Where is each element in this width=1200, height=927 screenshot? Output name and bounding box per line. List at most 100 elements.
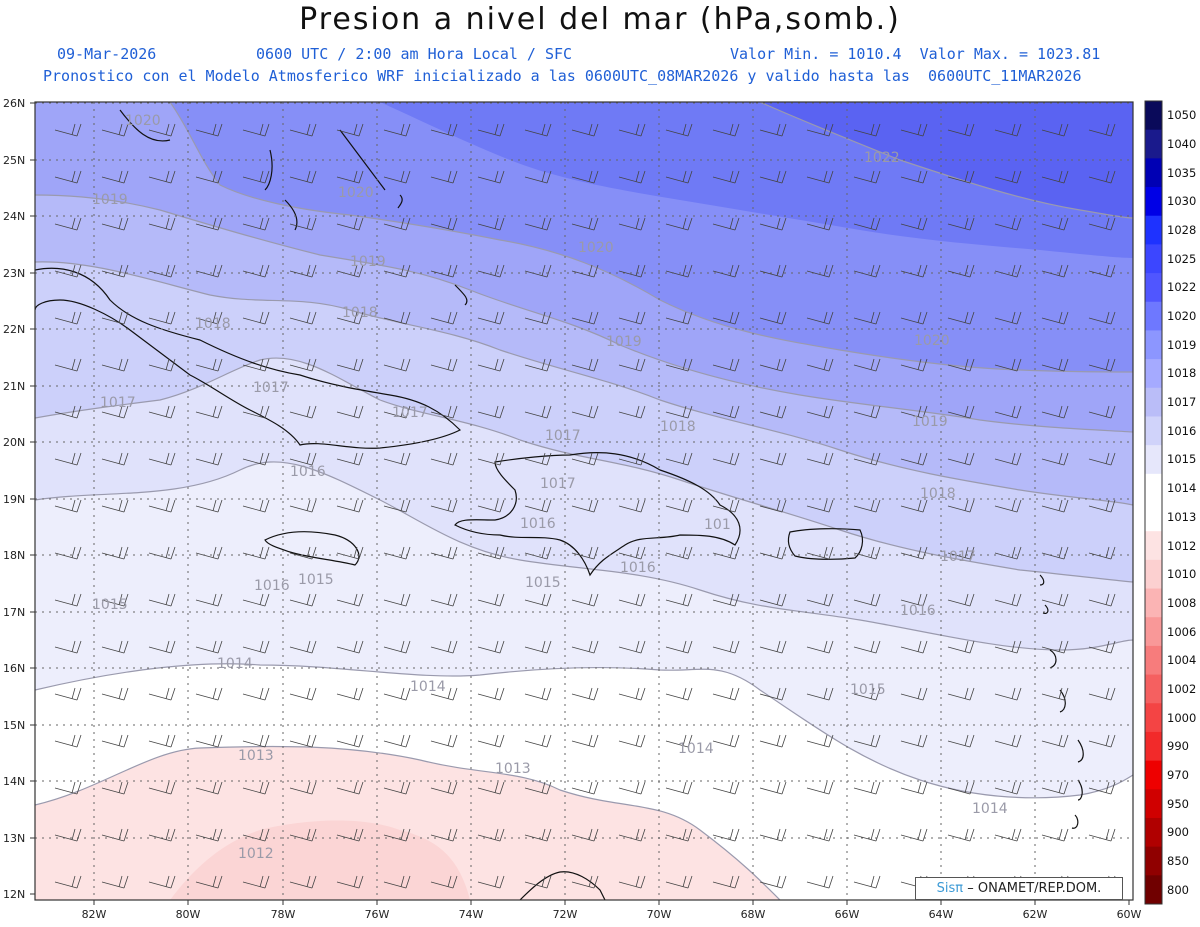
- wind-barb: [336, 875, 364, 889]
- wind-barb: [1088, 499, 1116, 513]
- wind-barb: [853, 734, 881, 748]
- wind-barb: [289, 264, 317, 278]
- colorbar-frame: [1144, 100, 1163, 905]
- wind-barb: [947, 405, 975, 419]
- wind-barb: [148, 170, 176, 184]
- lat-label: 25N: [3, 154, 25, 167]
- wind-barb: [101, 546, 129, 560]
- wind-barb: [148, 875, 176, 889]
- map-title: Presion a nivel del mar (hPa,somb.): [299, 2, 901, 37]
- contour-label: 1018: [195, 316, 231, 332]
- wind-barb: [336, 499, 364, 513]
- wind-barb: [665, 358, 693, 372]
- lat-label: 24N: [3, 210, 25, 223]
- colorbar-label: 1004: [1167, 653, 1197, 668]
- wind-barb: [242, 358, 270, 372]
- wind-barb: [853, 640, 881, 654]
- wind-barb: [947, 499, 975, 513]
- wind-barb: [477, 593, 505, 607]
- wind-barb: [477, 640, 505, 654]
- wind-barb: [336, 123, 364, 137]
- wind-barb: [759, 593, 787, 607]
- contour-label: 1015: [92, 597, 128, 613]
- wind-barb: [54, 546, 82, 560]
- wind-barb: [994, 593, 1022, 607]
- wind-barb: [1041, 405, 1069, 419]
- wind-barb: [665, 875, 693, 889]
- wind-barb: [477, 170, 505, 184]
- wind-barb: [524, 311, 552, 325]
- wind-barb: [477, 687, 505, 701]
- wind-barb: [54, 358, 82, 372]
- wind-barb: [289, 640, 317, 654]
- wind-barb: [806, 264, 834, 278]
- wind-barb: [618, 123, 646, 137]
- contour-label: 1017: [940, 549, 976, 565]
- wind-barb: [195, 781, 223, 795]
- colorbar-label: 1017: [1167, 395, 1197, 410]
- wind-barb: [383, 687, 411, 701]
- wind-barb: [712, 875, 740, 889]
- wind-barb: [665, 828, 693, 842]
- wind-barb: [712, 546, 740, 560]
- wind-barb: [336, 781, 364, 795]
- wind-barb: [665, 123, 693, 137]
- wind-barb: [336, 264, 364, 278]
- wind-barb: [242, 546, 270, 560]
- colorbar-swatch: [1145, 703, 1162, 733]
- contour-label: 1018: [660, 419, 696, 435]
- wind-barb: [148, 405, 176, 419]
- wind-barb: [477, 828, 505, 842]
- colorbar-label: 1019: [1167, 337, 1197, 352]
- wind-barb: [1088, 546, 1116, 560]
- wind-barb: [571, 123, 599, 137]
- wind-barb: [806, 405, 834, 419]
- wind-barb: [148, 217, 176, 231]
- colorbar-label: 1030: [1167, 194, 1197, 209]
- wind-barb: [947, 170, 975, 184]
- coastlines: [35, 109, 1084, 900]
- wind-barb: [947, 358, 975, 372]
- wind-barb: [54, 828, 82, 842]
- wind-barb: [665, 217, 693, 231]
- wind-barb: [430, 358, 458, 372]
- wind-barb: [947, 264, 975, 278]
- wind-barb: [1041, 593, 1069, 607]
- wind-barb: [242, 828, 270, 842]
- wind-barb: [195, 264, 223, 278]
- colorbar-label: 900: [1167, 825, 1189, 840]
- wind-barb: [524, 170, 552, 184]
- wind-barb: [383, 875, 411, 889]
- wind-barb: [806, 734, 834, 748]
- colorbar-label: 1013: [1167, 509, 1197, 524]
- lesser-antilles-coast: [1039, 574, 1084, 829]
- wind-barb: [477, 499, 505, 513]
- wind-barb: [242, 170, 270, 184]
- wind-barb: [571, 734, 599, 748]
- wind-barb: [806, 311, 834, 325]
- wind-barb: [430, 687, 458, 701]
- wind-barb: [665, 781, 693, 795]
- wind-barb: [853, 170, 881, 184]
- wind-barb: [571, 311, 599, 325]
- wind-barb: [571, 593, 599, 607]
- colorbar-label: 950: [1167, 796, 1189, 811]
- contour-label: 1012: [238, 846, 274, 862]
- wind-barb: [712, 499, 740, 513]
- wind-barb: [853, 264, 881, 278]
- colorbar-label: 1014: [1167, 481, 1197, 496]
- colorbar-swatch: [1145, 301, 1162, 331]
- contour-label: 1019: [350, 254, 386, 270]
- brand-box: Sisπ – ONAMET/REP.DOM.: [915, 877, 1123, 900]
- wind-barb: [477, 358, 505, 372]
- wind-barb: [242, 123, 270, 137]
- wind-barb: [242, 311, 270, 325]
- lon-label: 64W: [929, 908, 954, 921]
- wind-barb: [994, 687, 1022, 701]
- lat-label: 15N: [3, 719, 25, 732]
- contour-label: 1020: [125, 113, 161, 129]
- wind-barb: [994, 170, 1022, 184]
- colorbar-label: 800: [1167, 882, 1189, 897]
- wind-barb: [900, 311, 928, 325]
- wind-barb: [101, 264, 129, 278]
